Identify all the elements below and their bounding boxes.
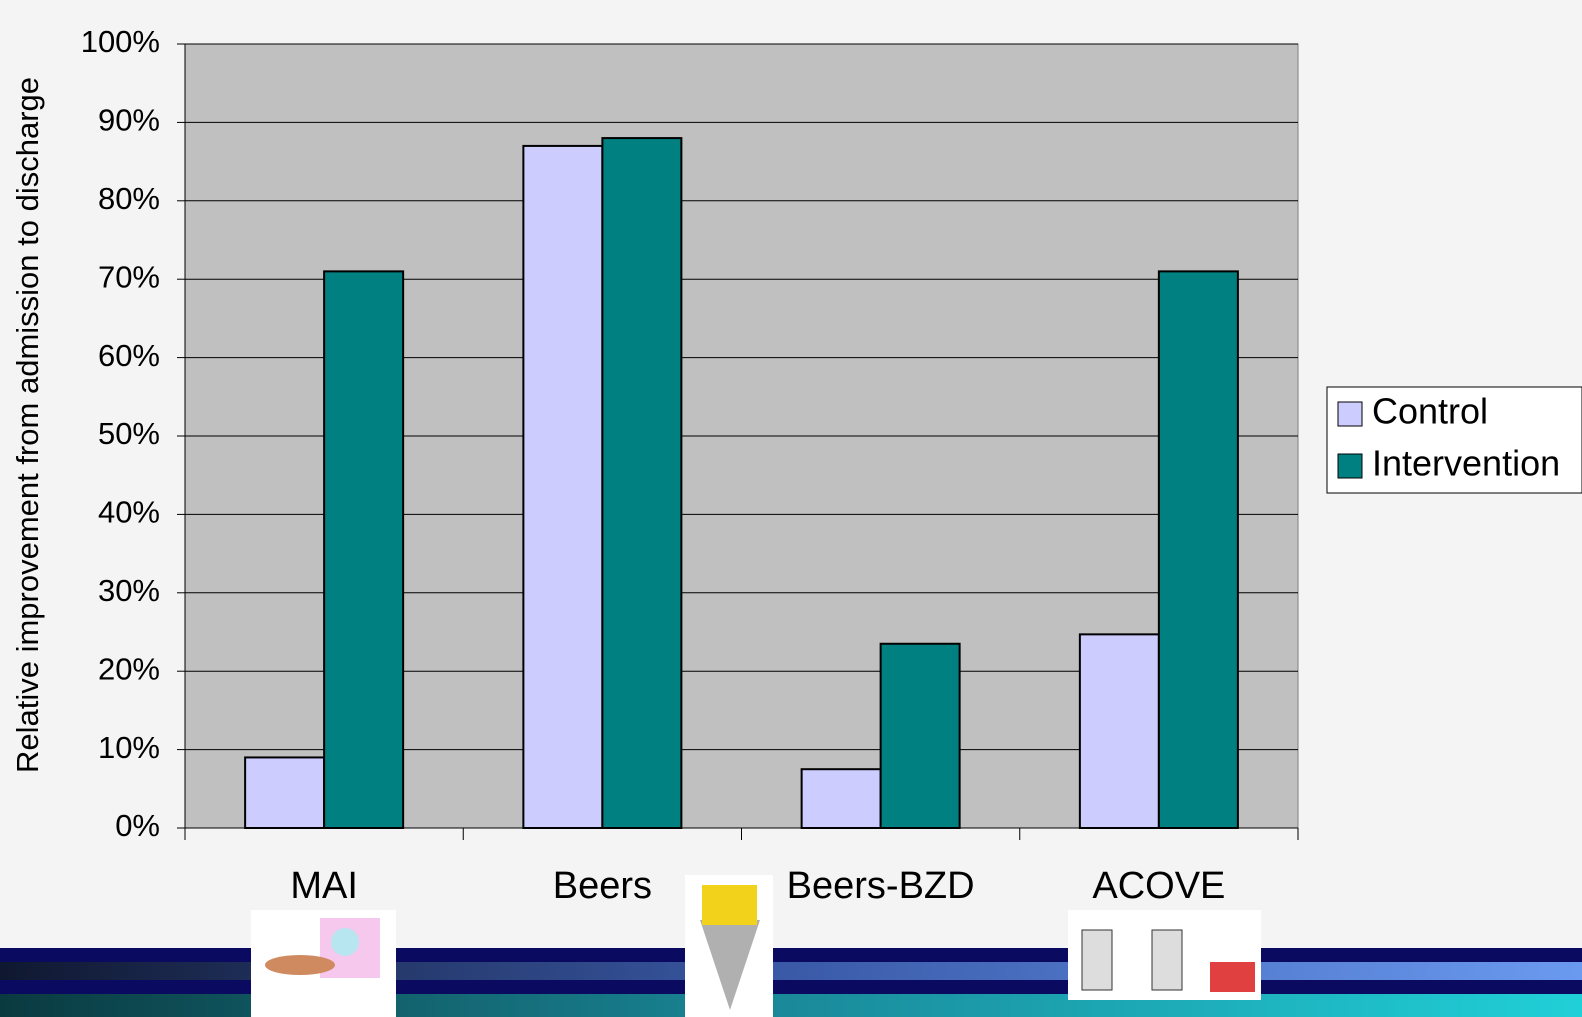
- y-tick-label: 70%: [98, 259, 160, 294]
- bar: [324, 271, 403, 828]
- legend-label: Intervention: [1372, 443, 1560, 484]
- x-tick-label: ACOVE: [1092, 865, 1225, 907]
- y-tick-label: 30%: [98, 573, 160, 608]
- chart: Relative improvement from admission to d…: [0, 0, 1582, 1017]
- bar: [1080, 634, 1159, 828]
- y-tick-label: 10%: [98, 730, 160, 765]
- legend-swatch: [1338, 402, 1362, 426]
- bar: [245, 757, 324, 828]
- footer-stripes: [0, 948, 1582, 1017]
- y-axis-label: Relative improvement from admission to d…: [10, 77, 45, 773]
- y-tick-label: 20%: [98, 651, 160, 686]
- y-tick-label: 50%: [98, 416, 160, 451]
- bar: [1159, 271, 1238, 828]
- y-tick-label: 90%: [98, 103, 160, 138]
- x-tick-label: Beers: [553, 865, 652, 907]
- x-tick-label: MAI: [290, 865, 358, 907]
- bar: [523, 146, 602, 828]
- y-tick-label: 80%: [98, 181, 160, 216]
- y-tick-label: 100%: [81, 24, 160, 59]
- bar: [602, 138, 681, 828]
- y-tick-label: 40%: [98, 495, 160, 530]
- x-tick-label: Beers-BZD: [787, 865, 975, 907]
- legend-swatch: [1338, 454, 1362, 478]
- y-tick-label: 60%: [98, 338, 160, 373]
- bar: [802, 769, 881, 828]
- legend-label: Control: [1372, 391, 1488, 432]
- y-tick-label: 0%: [115, 808, 160, 843]
- bar: [881, 644, 960, 828]
